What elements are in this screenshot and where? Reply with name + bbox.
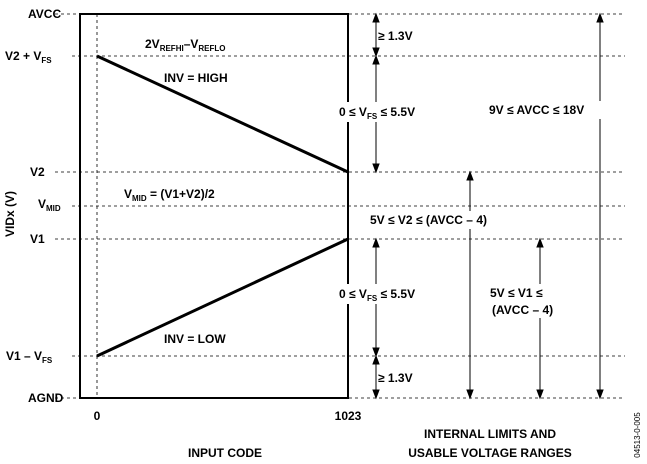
x-axis-title: INPUT CODE bbox=[188, 446, 262, 460]
range-vfs-top: 0 ≤ VFS ≤ 5.5V bbox=[339, 105, 415, 121]
level-label-v1: V1 bbox=[30, 232, 45, 246]
bg-vfs-top bbox=[338, 102, 462, 122]
level-label-v2: V2 bbox=[30, 165, 45, 179]
range-v1-line1: 5V ≤ V1 ≤ bbox=[490, 286, 543, 300]
range-ge-bottom: ≥ 1.3V bbox=[378, 371, 413, 385]
x-tick-1023: 1023 bbox=[335, 409, 362, 423]
range-v2: 5V ≤ V2 ≤ (AVCC – 4) bbox=[370, 213, 487, 227]
range-avcc: 9V ≤ AVCC ≤ 18V bbox=[489, 103, 584, 117]
range-ge-top: ≥ 1.3V bbox=[378, 29, 413, 43]
bg-v1-range bbox=[488, 284, 590, 318]
level-label-v2-plus-vfs: V2 + VFS bbox=[5, 49, 52, 65]
bg-ge-top bbox=[379, 28, 425, 44]
top-formula-label: 2VREFHI–VREFLO bbox=[145, 37, 225, 53]
level-label-v1-minus-vfs: V1 – VFS bbox=[6, 349, 53, 365]
level-label-avcc: AVCC bbox=[28, 7, 61, 21]
right-title-line2: USABLE VOLTAGE RANGES bbox=[408, 446, 572, 460]
range-vfs-bottom: 0 ≤ VFS ≤ 5.5V bbox=[339, 287, 415, 303]
level-label-agnd: AGND bbox=[28, 391, 64, 405]
level-label-vmid: VMID bbox=[38, 197, 61, 213]
vmid-formula-label: VMID = (V1+V2)/2 bbox=[124, 187, 215, 203]
right-title-line1: INTERNAL LIMITS AND bbox=[424, 427, 556, 441]
y-axis-title: VIDx (V) bbox=[3, 191, 17, 237]
figure-id: 04513-0-005 bbox=[633, 412, 642, 458]
inv-high-label: INV = HIGH bbox=[164, 71, 228, 85]
level-guides bbox=[55, 13, 625, 399]
bg-v2-range bbox=[369, 211, 589, 229]
range-v1-line2: (AVCC – 4) bbox=[492, 303, 553, 317]
x-tick-0: 0 bbox=[94, 409, 101, 423]
inv-low-label: INV = LOW bbox=[164, 332, 226, 346]
bg-avcc-range bbox=[488, 101, 618, 119]
bg-vfs-bottom bbox=[338, 284, 462, 304]
inv-low-line bbox=[96, 237, 349, 358]
inv-high-line bbox=[96, 54, 349, 174]
bg-ge-bottom bbox=[379, 370, 425, 386]
